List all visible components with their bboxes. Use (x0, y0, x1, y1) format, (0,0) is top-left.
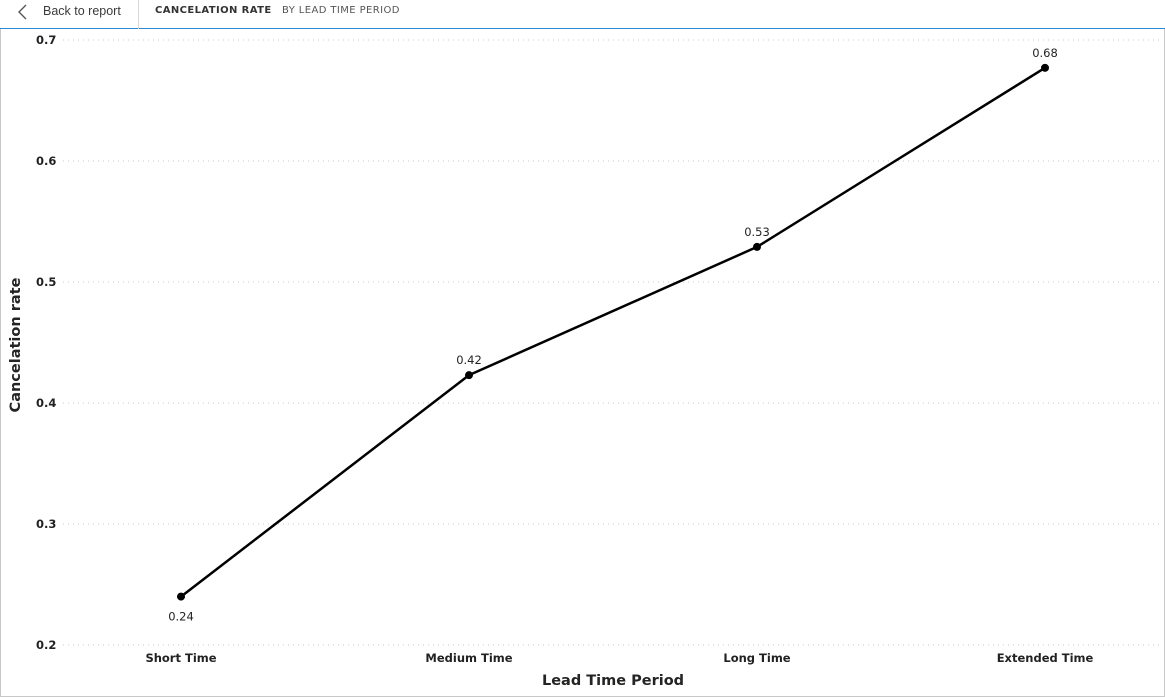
visual-subtitle: BY LEAD TIME PERIOD (282, 5, 400, 16)
y-tick-label: 0.2 (36, 638, 56, 652)
chevron-left-icon (18, 4, 27, 20)
x-tick-label: Short Time (145, 651, 216, 665)
series-line (180, 66, 1046, 598)
x-axis-title: Lead Time Period (542, 673, 684, 689)
data-point[interactable] (465, 371, 473, 380)
data-labels: 0.24 0.42 0.53 0.68 (168, 46, 1058, 624)
gridlines (63, 39, 1159, 646)
y-tick-label: 0.7 (36, 33, 56, 47)
x-tick-label: Extended Time (997, 651, 1094, 665)
x-tick-label: Long Time (723, 651, 790, 665)
y-tick-label: 0.4 (36, 396, 56, 410)
data-label: 0.68 (1032, 46, 1058, 60)
y-tick-label: 0.5 (36, 275, 56, 289)
visual-title: CANCELATION RATE (155, 5, 272, 16)
back-to-report-button[interactable]: Back to report (0, 0, 139, 29)
data-point[interactable] (1041, 63, 1049, 72)
back-button-label: Back to report (43, 4, 121, 18)
y-tick-label: 0.3 (36, 517, 56, 531)
y-axis-ticks: 0.2 0.3 0.4 0.5 0.6 0.7 (36, 33, 56, 652)
data-point[interactable] (753, 242, 761, 251)
chart-area: 0.2 0.3 0.4 0.5 0.6 0.7 Short Time Medium Time… (0, 29, 1165, 697)
data-label: 0.53 (744, 225, 770, 239)
data-point[interactable] (177, 592, 185, 601)
data-label: 0.24 (168, 610, 194, 624)
y-axis-title: Cancelation rate (8, 277, 24, 412)
x-tick-label: Medium Time (425, 651, 512, 665)
y-tick-label: 0.6 (36, 154, 56, 168)
x-axis-categories: Short Time Medium Time Long Time Extended T… (145, 651, 1093, 665)
report-header: Back to report CANCELATION RATE BY LEAD … (0, 0, 1165, 29)
series-cancelation-rate (177, 63, 1049, 601)
line-chart: 0.2 0.3 0.4 0.5 0.6 0.7 Short Time Medium Time… (8, 33, 1159, 689)
data-label: 0.42 (456, 353, 482, 367)
